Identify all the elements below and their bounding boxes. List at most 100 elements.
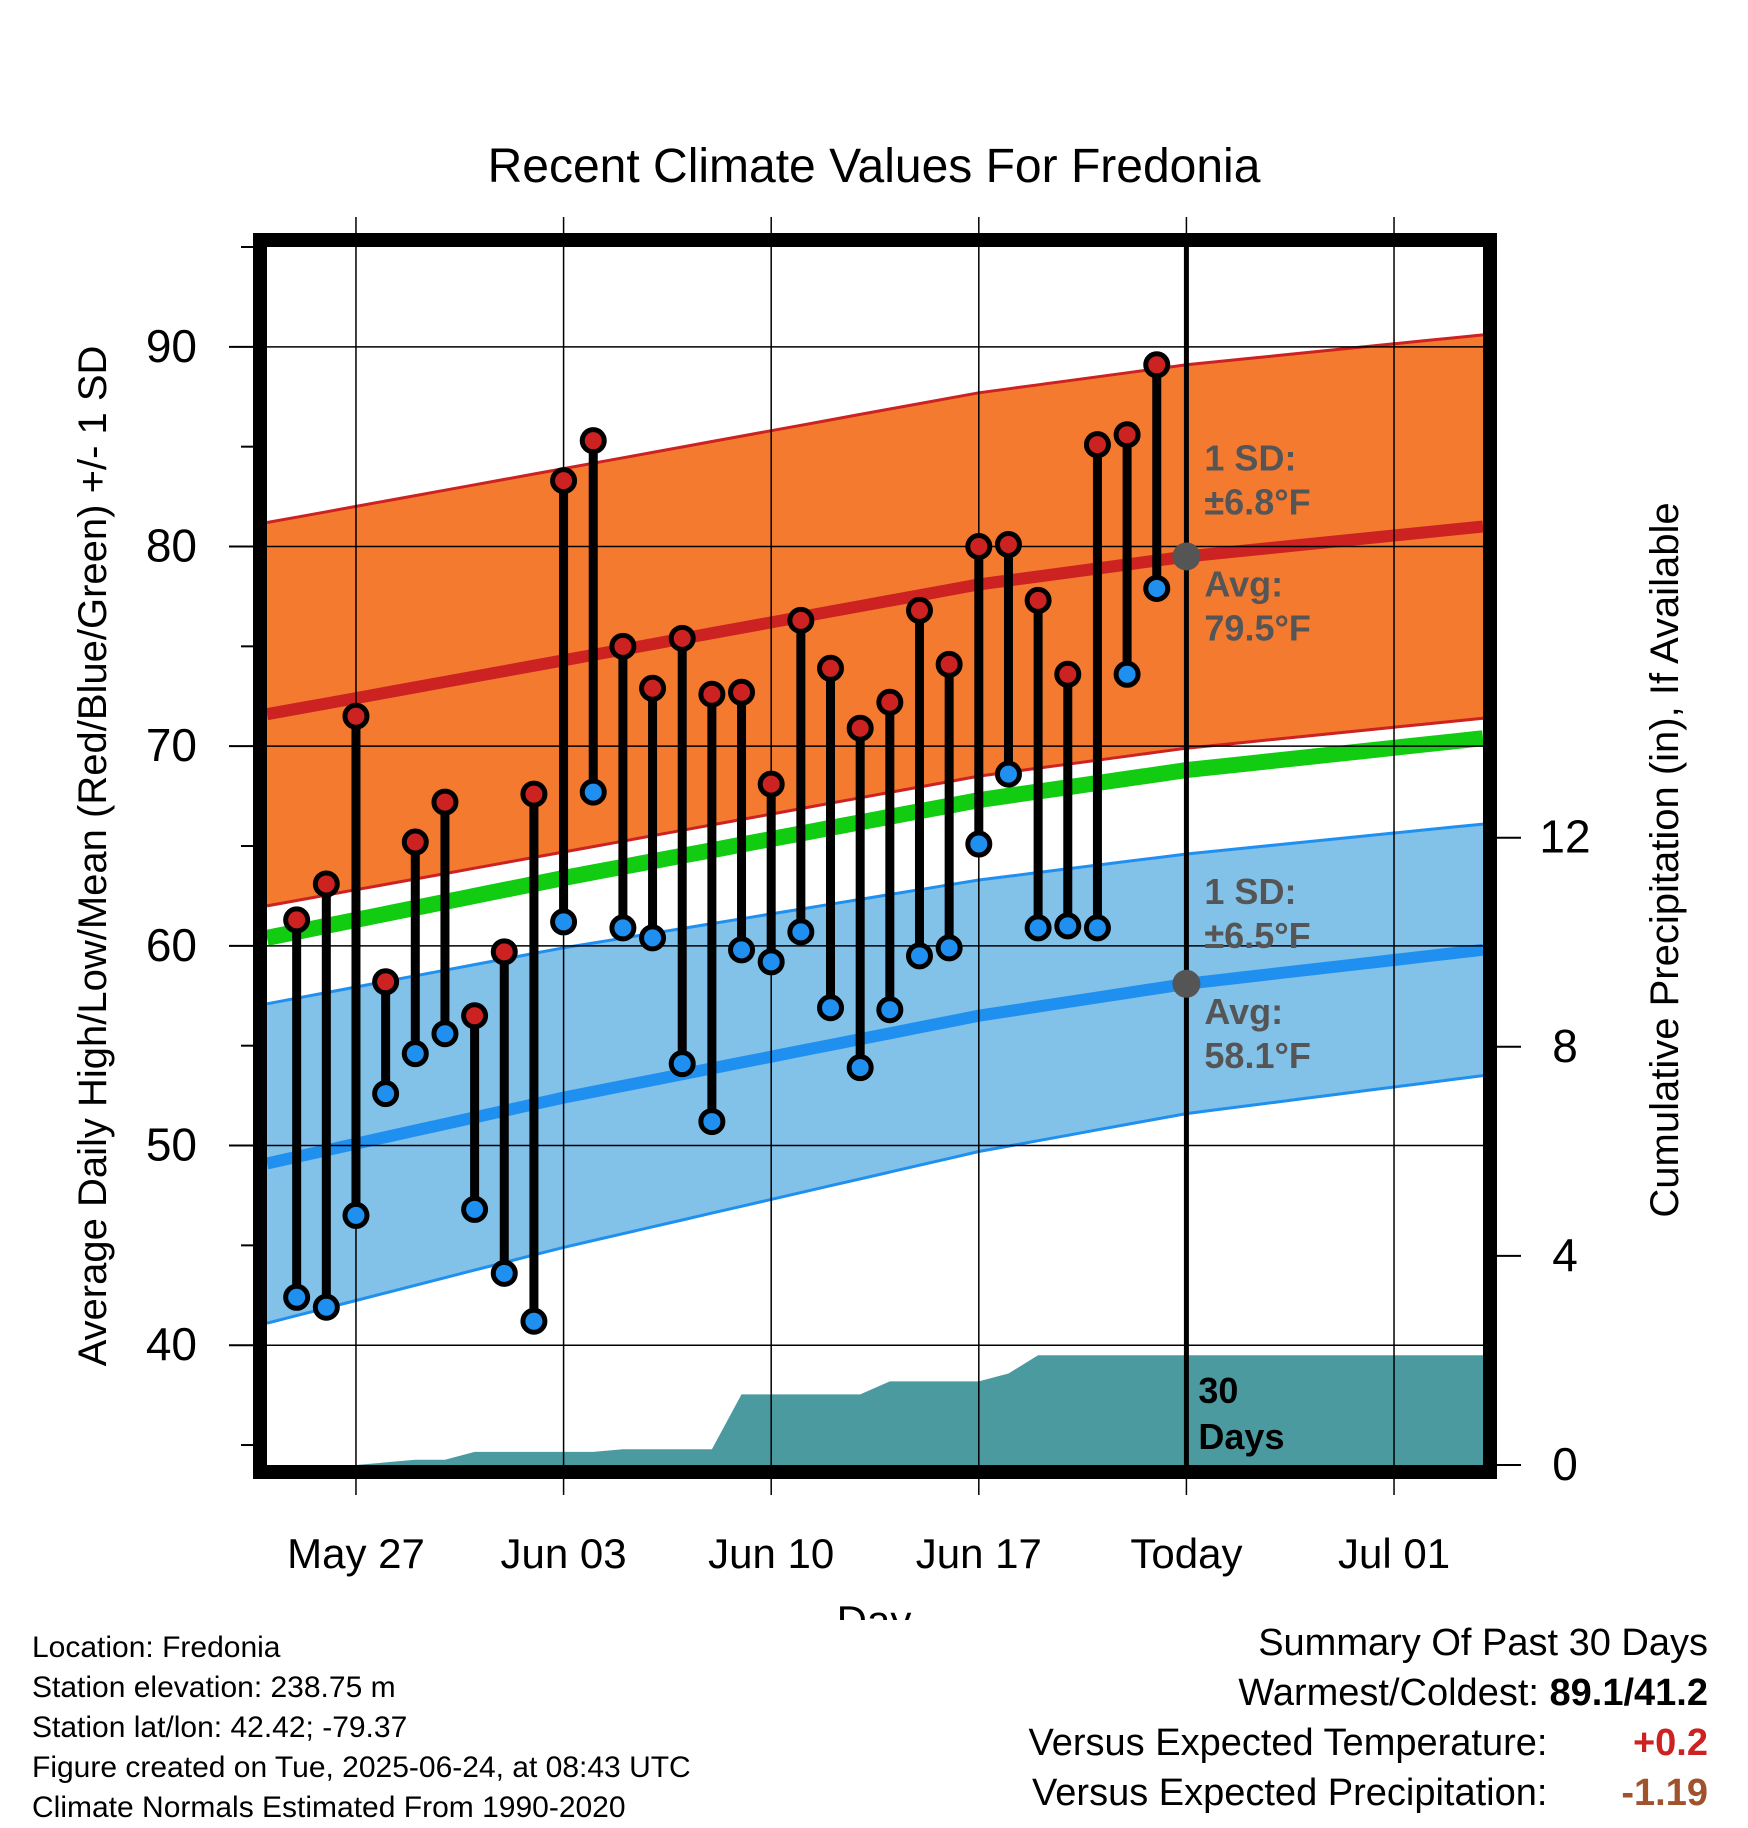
axes: 40 50 60 70 80 90 0 4 8 12 May 27 Jun 03 Jun 10 Jun 1… xyxy=(146,246,1591,1577)
precip-period-number: 30 xyxy=(1198,1370,1238,1411)
precip-departure-value: -1.19 xyxy=(1621,1772,1708,1814)
avg-low-line xyxy=(265,943,1484,1170)
x-tick-label-2: Jun 10 xyxy=(708,1530,834,1577)
avg-mean-line xyxy=(265,730,1484,946)
daily-low-point-26 xyxy=(1024,914,1052,942)
daily-low-point-5 xyxy=(401,1040,429,1068)
daily-low-point-12 xyxy=(609,914,637,942)
x-tick-label-0: May 27 xyxy=(287,1530,425,1577)
daily-high-point-11 xyxy=(579,427,607,455)
y-tick-label-2: 60 xyxy=(146,919,197,971)
daily-low-point-13 xyxy=(639,924,667,952)
daily-high-point-2 xyxy=(312,870,340,898)
daily-low-point-22 xyxy=(905,942,933,970)
daily-low-point-10 xyxy=(550,908,578,936)
daily-high-point-16 xyxy=(728,678,756,706)
summary-heading: Summary Of Past 30 Days xyxy=(1258,1622,1708,1664)
y2-tick-label-1: 4 xyxy=(1552,1229,1578,1281)
daily-high-point-23 xyxy=(935,650,963,678)
daily-low-point-17 xyxy=(757,948,785,976)
daily-low-point-4 xyxy=(372,1080,400,1108)
daily-high-point-26 xyxy=(1024,586,1052,614)
y-axis-title: Average Daily High/Low/Mean (Red/Blue/Gr… xyxy=(71,346,115,1367)
y2-tick-label-2: 8 xyxy=(1552,1020,1578,1072)
y-tick-label-0: 40 xyxy=(146,1318,197,1370)
daily-high-point-24 xyxy=(965,533,993,561)
daily-high-point-10 xyxy=(550,467,578,495)
daily-low-point-6 xyxy=(431,1020,459,1048)
high-avg-value: 79.5°F xyxy=(1204,607,1310,648)
low-sd-band xyxy=(267,824,1483,1324)
daily-low-point-25 xyxy=(994,760,1022,788)
y-tick-label-5: 90 xyxy=(146,320,197,372)
daily-low-point-29 xyxy=(1113,660,1141,688)
high-sd-lower-line xyxy=(266,716,1484,908)
today-avg-low-marker xyxy=(1172,969,1201,998)
x-tick-label-5: Jul 01 xyxy=(1338,1530,1450,1577)
daily-bars xyxy=(283,351,1171,1335)
daily-high-point-21 xyxy=(876,688,904,716)
daily-low-point-23 xyxy=(935,934,963,962)
daily-low-point-18 xyxy=(787,918,815,946)
warmest-coldest-row: Warmest/Coldest: 89.1/41.2 xyxy=(1029,1668,1708,1718)
daily-high-point-12 xyxy=(609,632,637,660)
low-sd-label: 1 SD: xyxy=(1204,871,1296,912)
plot-frame xyxy=(253,233,1497,1479)
daily-low-point-14 xyxy=(668,1050,696,1078)
high-sd-label: 1 SD: xyxy=(1204,438,1296,479)
daily-high-point-30 xyxy=(1143,351,1171,379)
daily-high-point-28 xyxy=(1083,431,1111,459)
daily-low-point-19 xyxy=(817,994,845,1022)
low-sd-value: ±6.5°F xyxy=(1204,915,1310,956)
latlon-text: Station lat/lon: 42.42; -79.37 xyxy=(32,1711,408,1744)
temp-departure-label: Versus Expected Temperature: xyxy=(1028,1722,1548,1764)
daily-high-point-8 xyxy=(490,938,518,966)
daily-high-point-22 xyxy=(905,596,933,624)
y-tick-label-1: 50 xyxy=(146,1119,197,1171)
high-sd-upper-line xyxy=(266,333,1484,524)
daily-low-point-3 xyxy=(342,1201,370,1229)
daily-low-point-11 xyxy=(579,778,607,806)
x-tick-label-1: Jun 03 xyxy=(501,1530,627,1577)
normals-text: Climate Normals Estimated From 1990-2020 xyxy=(32,1791,626,1824)
daily-low-point-1 xyxy=(283,1283,311,1311)
daily-high-point-5 xyxy=(401,828,429,856)
daily-low-point-7 xyxy=(461,1195,489,1223)
y2-tick-label-0: 0 xyxy=(1552,1438,1578,1490)
y2-axis-title: Cumulative Precipitation (in), If Availa… xyxy=(1643,502,1687,1217)
daily-low-point-28 xyxy=(1083,914,1111,942)
daily-high-point-18 xyxy=(787,606,815,634)
daily-high-point-9 xyxy=(520,780,548,808)
daily-low-point-24 xyxy=(965,830,993,858)
daily-high-point-29 xyxy=(1113,421,1141,449)
daily-high-point-14 xyxy=(668,624,696,652)
daily-high-point-6 xyxy=(431,788,459,816)
daily-high-point-20 xyxy=(846,714,874,742)
precip-departure-label: Versus Expected Precipitation: xyxy=(1032,1772,1548,1814)
daily-high-point-3 xyxy=(342,702,370,730)
daily-high-point-1 xyxy=(283,906,311,934)
y-tick-label-3: 70 xyxy=(146,719,197,771)
chart-title: Recent Climate Values For Fredonia xyxy=(488,140,1261,193)
daily-low-point-2 xyxy=(312,1293,340,1321)
low-sd-upper-line xyxy=(266,822,1484,1006)
daily-high-point-19 xyxy=(817,654,845,682)
warmest-coldest-label: Warmest/Coldest: xyxy=(1238,1672,1539,1714)
x-tick-label-3: Jun 17 xyxy=(916,1530,1042,1577)
precip-departure-row: Versus Expected Precipitation: -1.19 xyxy=(1029,1768,1708,1818)
summary-panel: Summary Of Past 30 Days Warmest/Coldest:… xyxy=(1029,1618,1708,1818)
warmest-coldest-value: 89.1/41.2 xyxy=(1549,1672,1708,1714)
temp-departure-value: +0.2 xyxy=(1632,1722,1708,1764)
daily-low-point-20 xyxy=(846,1054,874,1082)
x-axis-title: Day xyxy=(837,1597,912,1620)
low-avg-value: 58.1°F xyxy=(1204,1035,1310,1076)
elevation-text: Station elevation: 238.75 m xyxy=(32,1671,396,1704)
today-avg-high-marker xyxy=(1172,542,1201,571)
daily-high-point-4 xyxy=(372,968,400,996)
daily-low-point-8 xyxy=(490,1259,518,1287)
x-tick-label-4: Today xyxy=(1130,1530,1242,1577)
daily-high-point-13 xyxy=(639,674,667,702)
temp-departure-row: Versus Expected Temperature: +0.2 xyxy=(1029,1718,1708,1768)
daily-low-point-9 xyxy=(520,1307,548,1335)
